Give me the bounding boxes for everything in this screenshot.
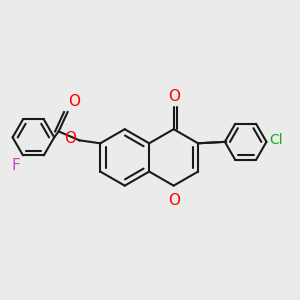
Text: O: O xyxy=(64,131,76,146)
Text: O: O xyxy=(68,94,80,109)
Text: Cl: Cl xyxy=(269,133,283,147)
Text: O: O xyxy=(168,89,180,104)
Text: O: O xyxy=(168,193,180,208)
Text: F: F xyxy=(12,158,21,173)
